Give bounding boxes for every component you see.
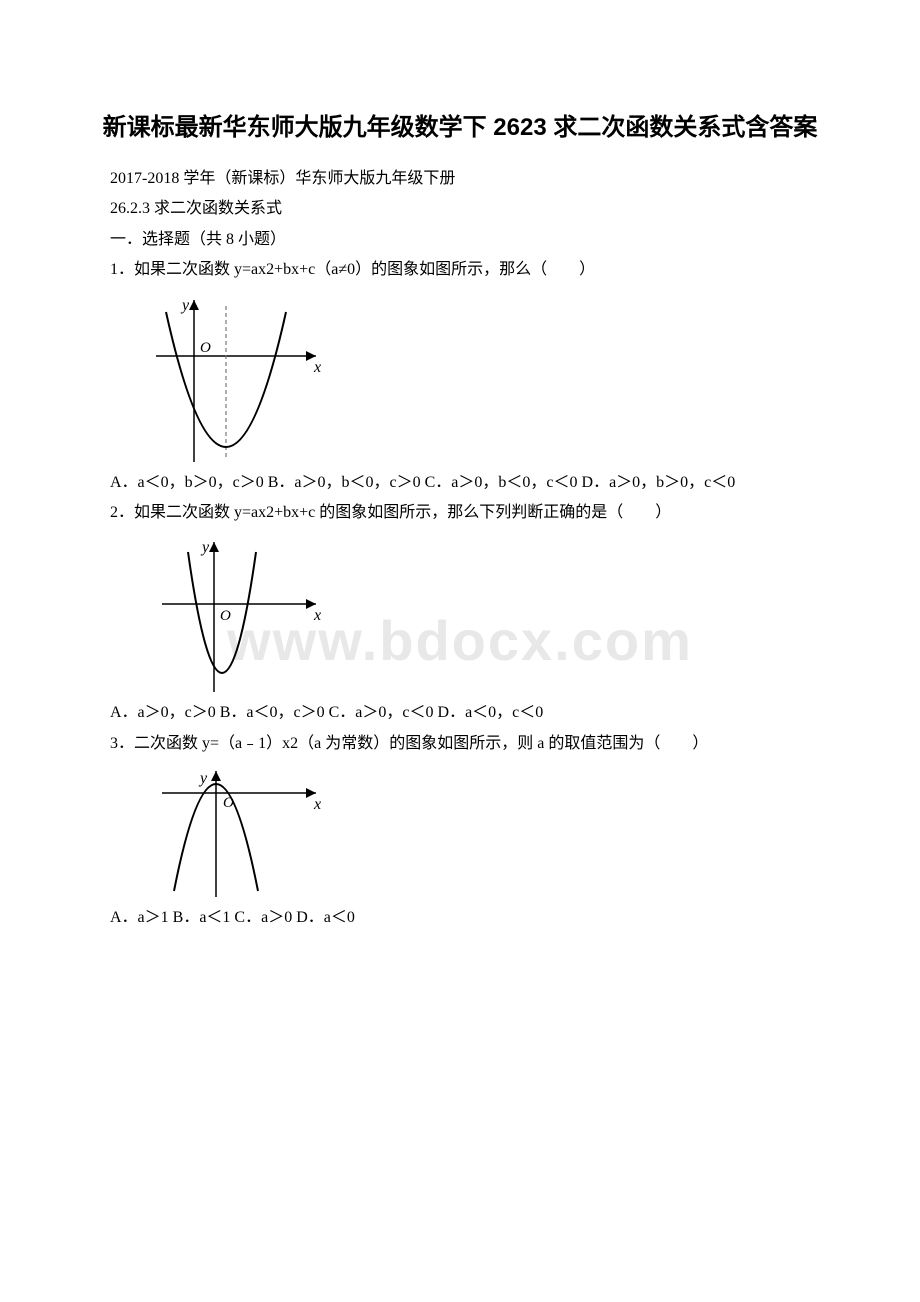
document-body: 新课标最新华东师大版九年级数学下 2623 求二次函数关系式含答案 2017-2…	[78, 110, 842, 934]
figure-2: y x O	[156, 534, 326, 692]
q2-options: A．a＞0，c＞0 B．a＜0，c＞0 C．a＞0，c＜0 D．a＜0，c＜0	[78, 698, 842, 728]
figure-1-axes	[156, 300, 316, 462]
figure-2-y-label: y	[200, 539, 210, 556]
line-section: 26.2.3 求二次函数关系式	[78, 194, 842, 224]
page-title: 新课标最新华东师大版九年级数学下 2623 求二次函数关系式含答案	[78, 110, 842, 146]
figure-1-o-label: O	[200, 340, 211, 356]
q2-stem: 2．如果二次函数 y=ax2+bx+c 的图象如图所示，那么下列判断正确的是（ …	[78, 498, 842, 528]
q1-stem: 1．如果二次函数 y=ax2+bx+c（a≠0）的图象如图所示，那么（ ）	[78, 255, 842, 285]
figure-3: y x O	[156, 765, 326, 897]
figure-2-x-label: x	[313, 607, 321, 624]
figure-1: y x O	[156, 292, 326, 462]
figure-3-o-label: O	[223, 795, 234, 811]
q3-stem: 3．二次函数 y=（a﹣1）x2（a 为常数）的图象如图所示，则 a 的取值范围…	[78, 729, 842, 759]
figure-1-x-label: x	[313, 359, 321, 376]
figure-3-axes	[162, 771, 316, 897]
q1-options: A．a＜0，b＞0，c＞0 B．a＞0，b＜0，c＞0 C．a＞0，b＜0，c＜…	[78, 468, 842, 498]
q3-options: A．a＞1 B．a＜1 C．a＞0 D．a＜0	[78, 903, 842, 933]
line-year: 2017-2018 学年（新课标）华东师大版九年级下册	[78, 164, 842, 194]
figure-3-y-label: y	[198, 770, 208, 787]
figure-1-y-label: y	[180, 297, 190, 314]
line-part: 一．选择题（共 8 小题）	[78, 225, 842, 255]
figure-2-axes	[162, 542, 316, 692]
figure-3-x-label: x	[313, 796, 321, 813]
figure-2-o-label: O	[220, 608, 231, 624]
